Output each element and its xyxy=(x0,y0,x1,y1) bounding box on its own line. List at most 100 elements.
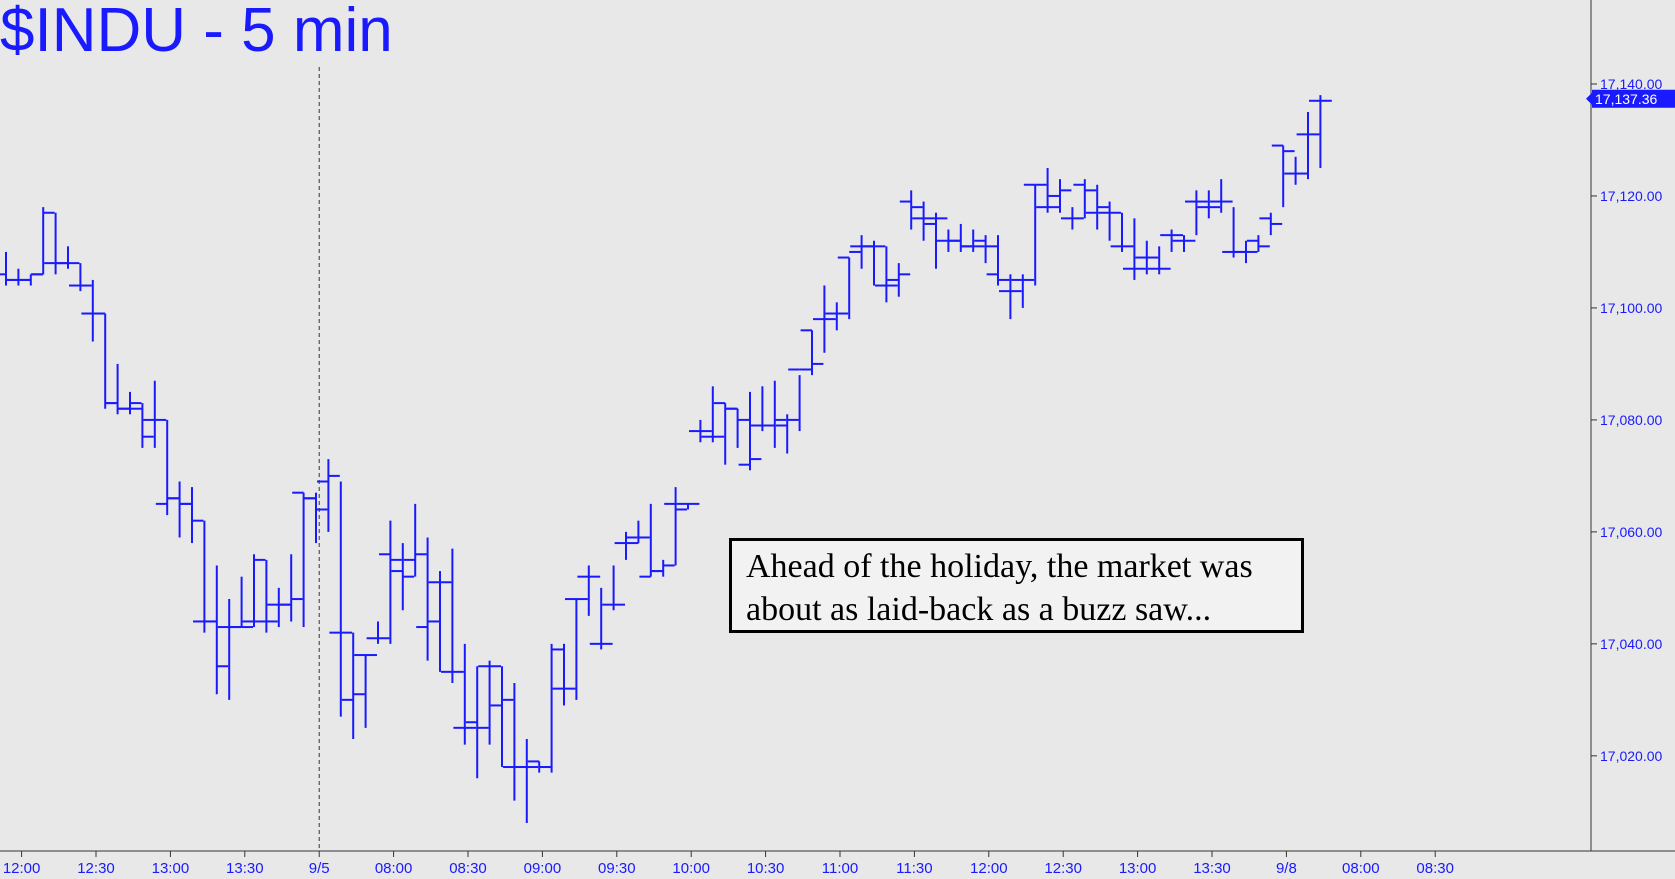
x-tick-label: 13:00 xyxy=(1119,860,1157,877)
ohlc-bar xyxy=(1123,218,1146,280)
ohlc-bar xyxy=(81,279,105,342)
ohlc-bar xyxy=(1309,95,1332,168)
ohlc-bar xyxy=(1296,111,1320,180)
y-tick-label: 17,040.00 xyxy=(1600,636,1662,652)
ohlc-bar xyxy=(1110,212,1134,252)
ohlc-bar xyxy=(986,235,1010,286)
x-tick-label: 08:30 xyxy=(1416,860,1454,877)
ohlc-bar xyxy=(478,660,501,745)
ohlc-bar xyxy=(7,268,30,286)
ohlc-bar xyxy=(639,503,663,578)
ohlc-bar xyxy=(726,407,749,448)
ohlc-bar xyxy=(205,565,229,695)
ohlc-bar xyxy=(155,419,179,516)
ohlc-bar xyxy=(577,565,601,616)
ohlc-bar xyxy=(242,554,266,628)
ohlc-bar xyxy=(168,481,191,538)
ohlc-bar xyxy=(292,491,315,628)
ohlc-bar xyxy=(379,520,402,644)
ohlc-bar xyxy=(230,576,253,629)
ohlc-bar xyxy=(738,391,762,471)
x-tick-label: 08:30 xyxy=(449,860,487,877)
ohlc-bar xyxy=(1284,156,1307,185)
y-axis-ticks: 17,020.00 17,040.00 17,060.00 17,080.00 17,1… xyxy=(1591,76,1662,764)
x-tick-label: 12:30 xyxy=(77,860,115,877)
ohlc-bar xyxy=(949,223,973,252)
ohlc-bar xyxy=(217,599,241,700)
ohlc-bar xyxy=(31,207,55,276)
ohlc-bar xyxy=(441,548,464,684)
ohlc-bar xyxy=(713,402,737,465)
axes xyxy=(0,0,1675,852)
x-tick-label: 08:00 xyxy=(375,860,413,877)
ohlc-bar xyxy=(1048,179,1072,213)
ohlc-bar xyxy=(317,459,340,532)
ohlc-bar xyxy=(689,419,712,443)
ohlc-bar xyxy=(19,273,43,286)
ohlc-bar xyxy=(540,643,563,773)
ohlc-bar xyxy=(193,520,216,633)
ohlc-bar xyxy=(131,403,154,448)
ohlc-bar xyxy=(602,565,625,611)
ohlc-bar xyxy=(775,414,799,454)
x-tick-label: 10:00 xyxy=(672,860,710,877)
ohlc-bar xyxy=(1085,184,1109,230)
ohlc-bar xyxy=(565,598,588,700)
ohlc-bar xyxy=(304,492,328,544)
ohlc-bar xyxy=(416,537,439,661)
ohlc-bar xyxy=(515,739,539,824)
x-tick-label: 9/8 xyxy=(1276,860,1297,877)
x-tick-label: 09:00 xyxy=(524,860,562,877)
x-tick-label: 13:00 xyxy=(152,860,190,877)
last-price-badge xyxy=(1592,89,1675,108)
ohlc-bar xyxy=(1197,190,1221,219)
ohlc-bar xyxy=(1234,240,1258,264)
ohlc-bar xyxy=(329,481,353,717)
ohlc-bar xyxy=(118,391,142,415)
ohlc-bar xyxy=(255,559,278,633)
ohlc-bar xyxy=(800,329,824,376)
ohlc-bar xyxy=(701,386,725,443)
ohlc-bar xyxy=(676,502,700,510)
x-tick-label: 12:30 xyxy=(1044,860,1082,877)
chart-title: $INDU - 5 min xyxy=(0,0,393,65)
x-tick-label: 09:30 xyxy=(598,860,636,877)
ohlc-bar xyxy=(1073,179,1097,219)
y-tick-label: 17,020.00 xyxy=(1600,748,1662,764)
ohlc-bar xyxy=(1222,207,1245,258)
ohlc-bar xyxy=(552,643,576,706)
x-tick-label: 08:00 xyxy=(1342,860,1380,877)
annotation-line-2: about as laid-back as a buzz saw... xyxy=(746,591,1212,628)
x-tick-label: 11:30 xyxy=(896,860,932,877)
ohlc-bar xyxy=(924,212,948,269)
x-tick-label: 9/5 xyxy=(309,860,330,877)
ohlc-bar xyxy=(1023,183,1047,286)
ohlc-bar xyxy=(999,274,1022,320)
ohlc-bar xyxy=(1247,235,1270,252)
ohlc-bar xyxy=(1036,167,1059,213)
x-tick-label: 10:30 xyxy=(747,860,785,877)
ohlc-bar xyxy=(974,235,997,264)
ohlc-bar xyxy=(862,240,886,286)
y-tick-label: 17,080.00 xyxy=(1600,412,1662,428)
ohlc-bar xyxy=(490,666,514,768)
ohlc-bar xyxy=(465,666,489,779)
x-axis-ticks: 12:00 12:30 13:00 13:30 9/5 08:00 08:30 09:00 09… xyxy=(3,851,1454,877)
ohlc-bar xyxy=(1160,229,1183,252)
ohlc-bar xyxy=(627,520,650,545)
ohlc-bar xyxy=(751,386,774,432)
ohlc-bar xyxy=(875,246,898,303)
ohlc-bar xyxy=(825,302,849,331)
ohlc-bar xyxy=(589,587,613,650)
x-tick-label: 12:00 xyxy=(970,860,1008,877)
ohlc-bar xyxy=(93,312,117,409)
ohlc-bar xyxy=(354,654,377,728)
ohlc-bar xyxy=(1209,179,1233,213)
ohlc-bar xyxy=(143,380,167,448)
ohlc-bar xyxy=(614,531,638,560)
last-price-marker: 17,137.36 xyxy=(1586,89,1675,108)
ohlc-bar xyxy=(664,487,687,566)
ohlc-bar xyxy=(69,263,92,292)
